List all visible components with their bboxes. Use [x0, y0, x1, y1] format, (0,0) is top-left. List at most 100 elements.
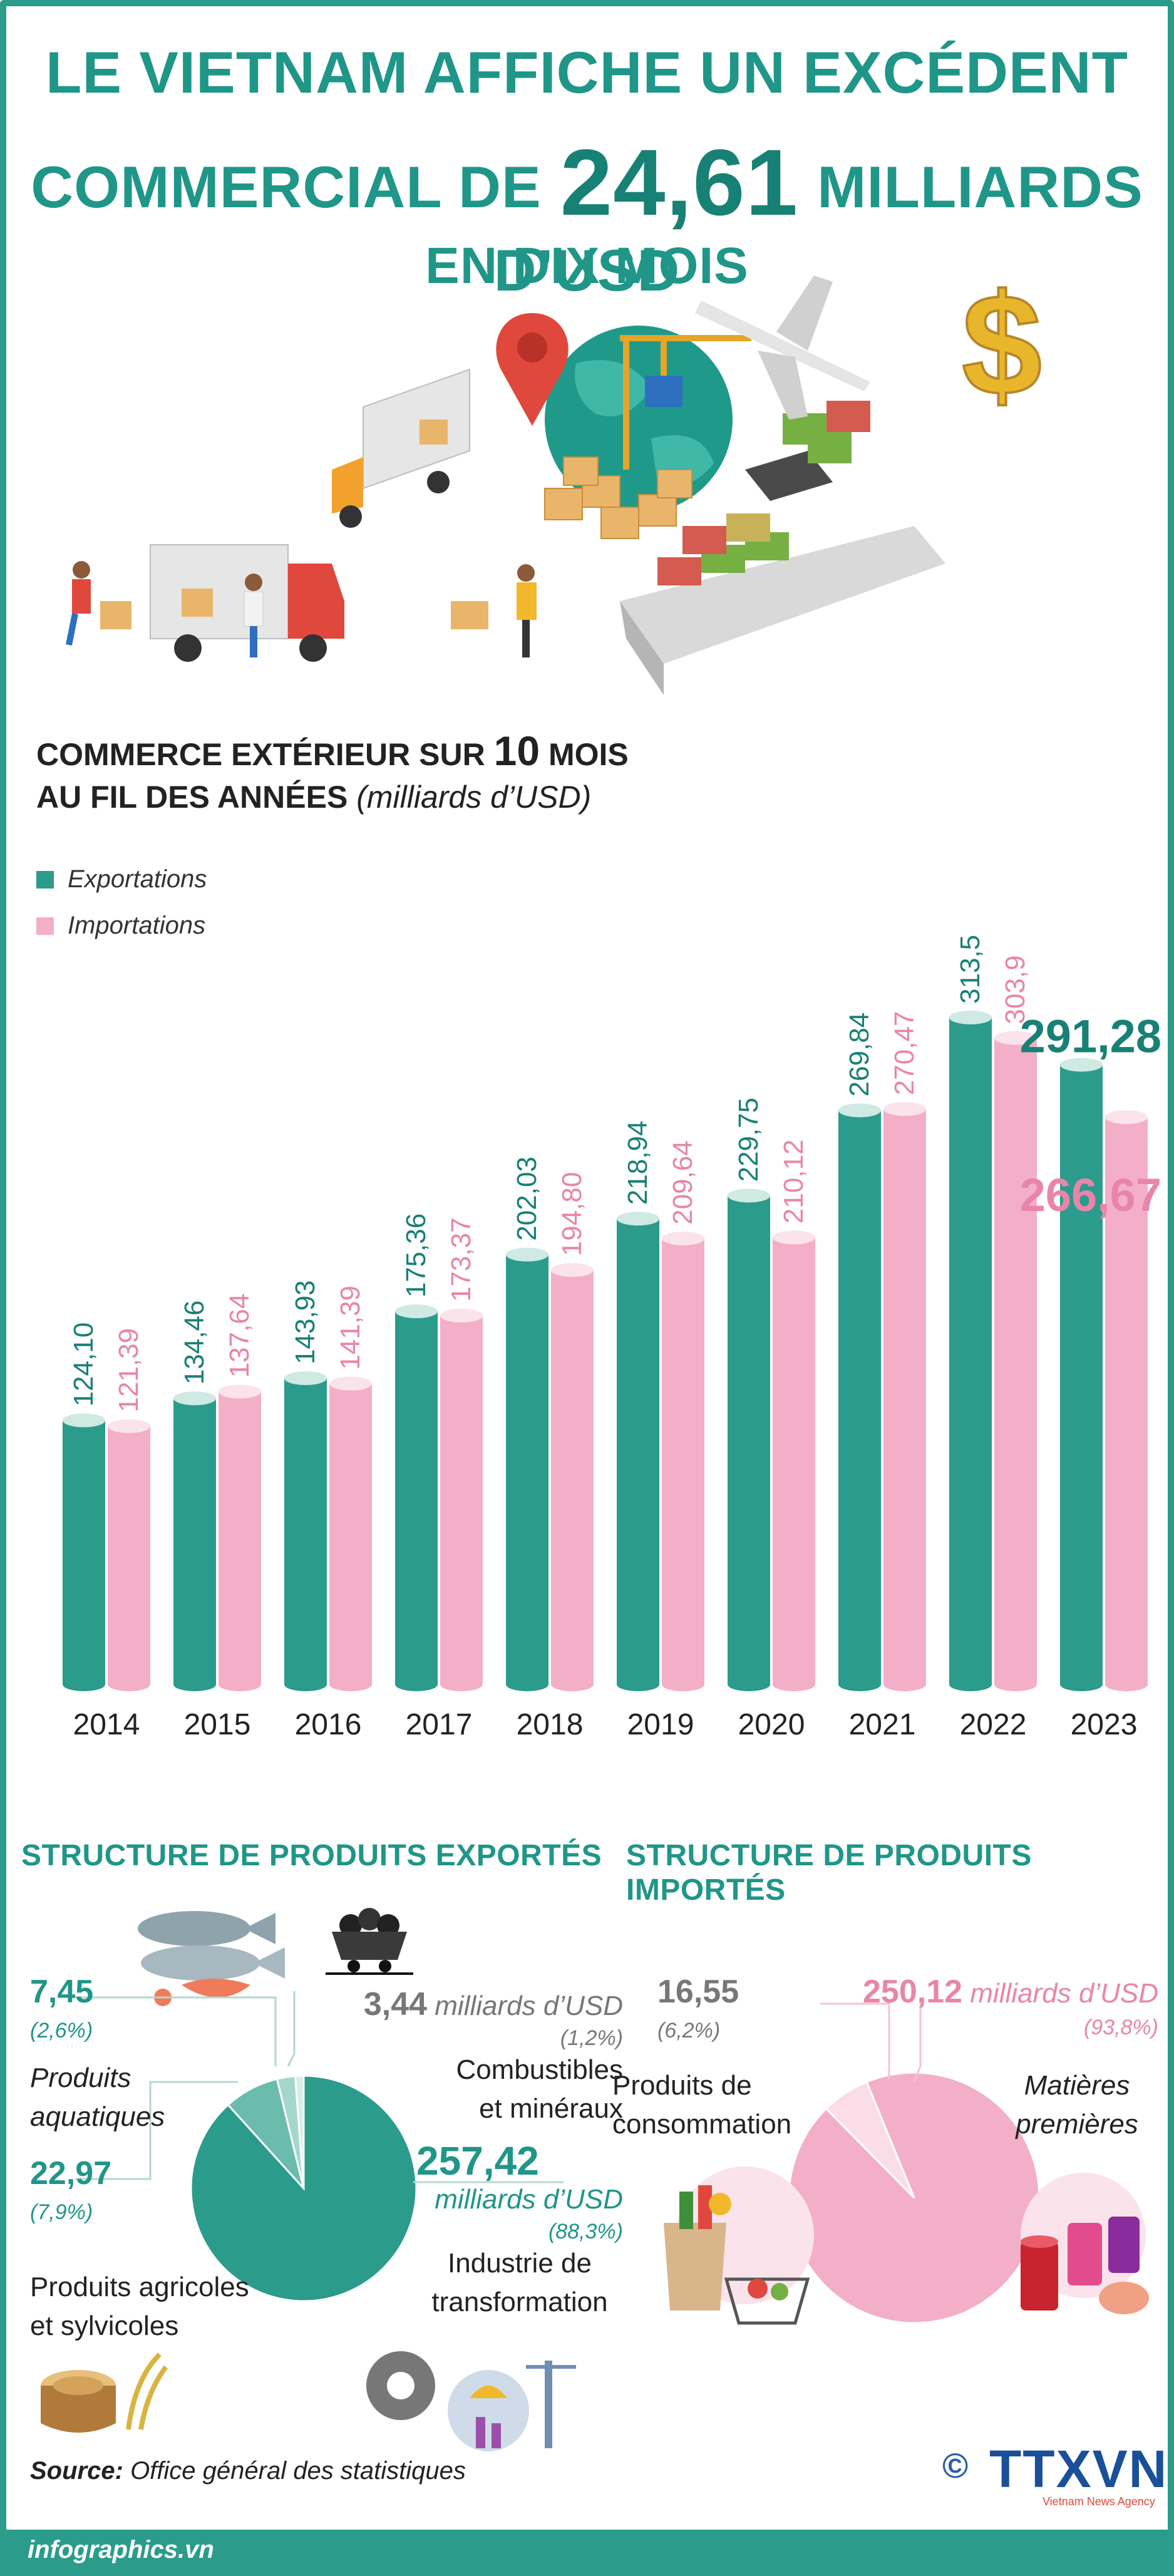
- headline-line-3: EN DIX MOIS: [425, 237, 749, 294]
- value-label-export-2014: 124,10: [68, 1322, 99, 1407]
- chart-unit: (milliards d’USD): [356, 780, 592, 815]
- export-agri-label-2: et sylvicoles: [30, 2311, 179, 2341]
- chart-title-pre: COMMERCE EXTÉRIEUR SUR: [36, 737, 485, 772]
- source-text: Office général des statistiques: [130, 2457, 466, 2485]
- bar-cap-export-2018: [506, 1247, 548, 1262]
- cardboard-boxes-icon: [544, 456, 693, 539]
- value-label-export-2016: 143,93: [290, 1280, 321, 1364]
- worker-icon: [66, 561, 131, 646]
- legend-label-imports: Importations: [68, 912, 206, 939]
- bar-export-2017: [395, 1311, 438, 1684]
- bar-base-import-2015: [219, 1677, 261, 1691]
- imports-pie-chart: [788, 2071, 1041, 2324]
- export-industry-unit: milliards d’USD: [435, 2184, 623, 2215]
- export-aquatic-label-2: aquatiques: [30, 2101, 165, 2132]
- bar-cap-export-2019: [617, 1212, 659, 1226]
- bar-import-2018: [551, 1270, 594, 1684]
- import-raw-pct: (93,8%): [1083, 2016, 1158, 2039]
- imports-leader-lines: [820, 1997, 922, 2083]
- bar-import-2021: [883, 1109, 926, 1684]
- exports-structure-heading: STRUCTURE DE PRODUITS EXPORTÉS: [21, 1839, 602, 1872]
- bar-cap-export-2015: [173, 1391, 216, 1406]
- bar-import-2023: [1105, 1117, 1148, 1684]
- year-label-2017: 2017: [406, 1708, 473, 1741]
- export-fuel-unit: milliards d’USD: [435, 1991, 623, 2021]
- year-label-2018: 2018: [517, 1708, 584, 1741]
- bar-base-import-2023: [1105, 1677, 1148, 1691]
- bar-cap-import-2014: [108, 1419, 150, 1433]
- bar-cap-export-2017: [395, 1304, 438, 1319]
- headline-line-1: LE VIETNAM AFFICHE UN EXCÉDENT: [45, 39, 1129, 105]
- footer-bar: [0, 2530, 1174, 2576]
- bar-base-import-2014: [108, 1677, 150, 1691]
- bar-cap-import-2022: [994, 1031, 1037, 1045]
- export-aquatic-label-1: Produits: [30, 2063, 131, 2093]
- exports-pie-chart: [190, 2074, 418, 2302]
- fish-icon: [138, 1911, 285, 2006]
- coal-cart-icon: [326, 1908, 413, 1975]
- bar-cap-export-2020: [728, 1188, 770, 1203]
- crane-icon: [620, 335, 751, 470]
- headline-pre: COMMERCIAL DE: [31, 154, 542, 220]
- bar-export-2018: [506, 1254, 548, 1684]
- bar-base-export-2014: [63, 1677, 105, 1691]
- site-link[interactable]: infographics.vn: [28, 2536, 214, 2563]
- legend-exports: Exportations: [36, 865, 207, 894]
- bar-base-import-2021: [883, 1677, 926, 1691]
- source-label: Source:: [30, 2457, 123, 2485]
- legend-imports: Importations: [36, 912, 205, 940]
- copyright-symbol: ©: [942, 2446, 969, 2485]
- value-label-export-2022: 313,5: [955, 935, 986, 1004]
- import-raw-unit: milliards d’USD: [970, 1978, 1158, 2009]
- bar-export-2014: [63, 1420, 105, 1684]
- bar-cap-import-2019: [662, 1231, 704, 1245]
- headline-post: MILLIARDS D’USD: [493, 154, 1143, 303]
- value-label-export-2020: 229,75: [733, 1098, 764, 1182]
- bar-export-2020: [728, 1195, 770, 1684]
- export-fuel-label-1: Combustibles: [456, 2054, 623, 2085]
- import-consumer-value-block: 16,55 (6,2%): [657, 1972, 739, 2050]
- bar-base-import-2019: [662, 1677, 704, 1691]
- industry-gear-icon: [366, 2351, 576, 2451]
- export-industry-label-1: Industrie de: [448, 2248, 592, 2279]
- bar-cap-export-2023: [1060, 1058, 1103, 1072]
- value-label-import-2017: 173,37: [446, 1217, 476, 1302]
- bar-export-2016: [284, 1378, 327, 1684]
- bar-base-import-2018: [551, 1677, 594, 1691]
- chart-title-post: MOIS: [548, 737, 629, 772]
- export-aquatic-pct: (2,6%): [30, 2019, 93, 2043]
- value-label-export-2017: 175,36: [401, 1213, 431, 1298]
- year-label-2023: 2023: [1071, 1708, 1138, 1741]
- value-label-import-2022: 303,9: [1000, 956, 1031, 1024]
- source-line: Source: Office général des statistiques: [30, 2457, 466, 2485]
- value-label-import-2014: 121,39: [113, 1328, 144, 1413]
- import-raw-block: 250,12 milliards d’USD (93,8%): [783, 1972, 1158, 2042]
- bar-chart: 124,10 121,39 2014 134,46 137,64 2015 143,93 14…: [63, 935, 1161, 1741]
- bar-cap-import-2021: [883, 1102, 926, 1116]
- import-consumer-value: 16,55: [657, 1974, 739, 2010]
- bar-cap-import-2015: [219, 1384, 261, 1399]
- cargo-ship-icon: [620, 401, 945, 695]
- bar-cap-export-2022: [949, 1011, 992, 1024]
- agency-name: Vietnam News Agency: [1043, 2495, 1155, 2508]
- value-label-export-2018: 202,03: [512, 1157, 542, 1241]
- chart-title-line2: AU FIL DES ANNÉES: [36, 780, 348, 815]
- export-aquatic-value: 7,45: [30, 1974, 94, 2010]
- bar-import-2017: [440, 1316, 483, 1684]
- export-fuel-block: 3,44 milliards d’USD (1,2%) Combustibles…: [354, 1985, 623, 2128]
- pie-slice-1: [825, 2081, 915, 2199]
- bar-base-export-2019: [617, 1677, 659, 1691]
- bar-export-2019: [617, 1218, 659, 1684]
- container-icon: [645, 376, 682, 407]
- thread-spools-icon: [1021, 2173, 1149, 2314]
- grocery-basket-icon: [664, 2166, 814, 2325]
- bar-base-import-2017: [440, 1677, 483, 1691]
- bar-cap-import-2020: [773, 1230, 815, 1245]
- exports-leader-lines: [69, 1991, 564, 2183]
- value-label-import-2019: 209,64: [667, 1140, 698, 1225]
- bar-import-2015: [219, 1391, 261, 1684]
- export-agri-pct: (7,9%): [30, 2200, 93, 2224]
- bar-base-export-2017: [395, 1677, 438, 1691]
- bar-base-import-2022: [994, 1677, 1037, 1691]
- ttxvn-logo: TTXVN: [989, 2439, 1168, 2498]
